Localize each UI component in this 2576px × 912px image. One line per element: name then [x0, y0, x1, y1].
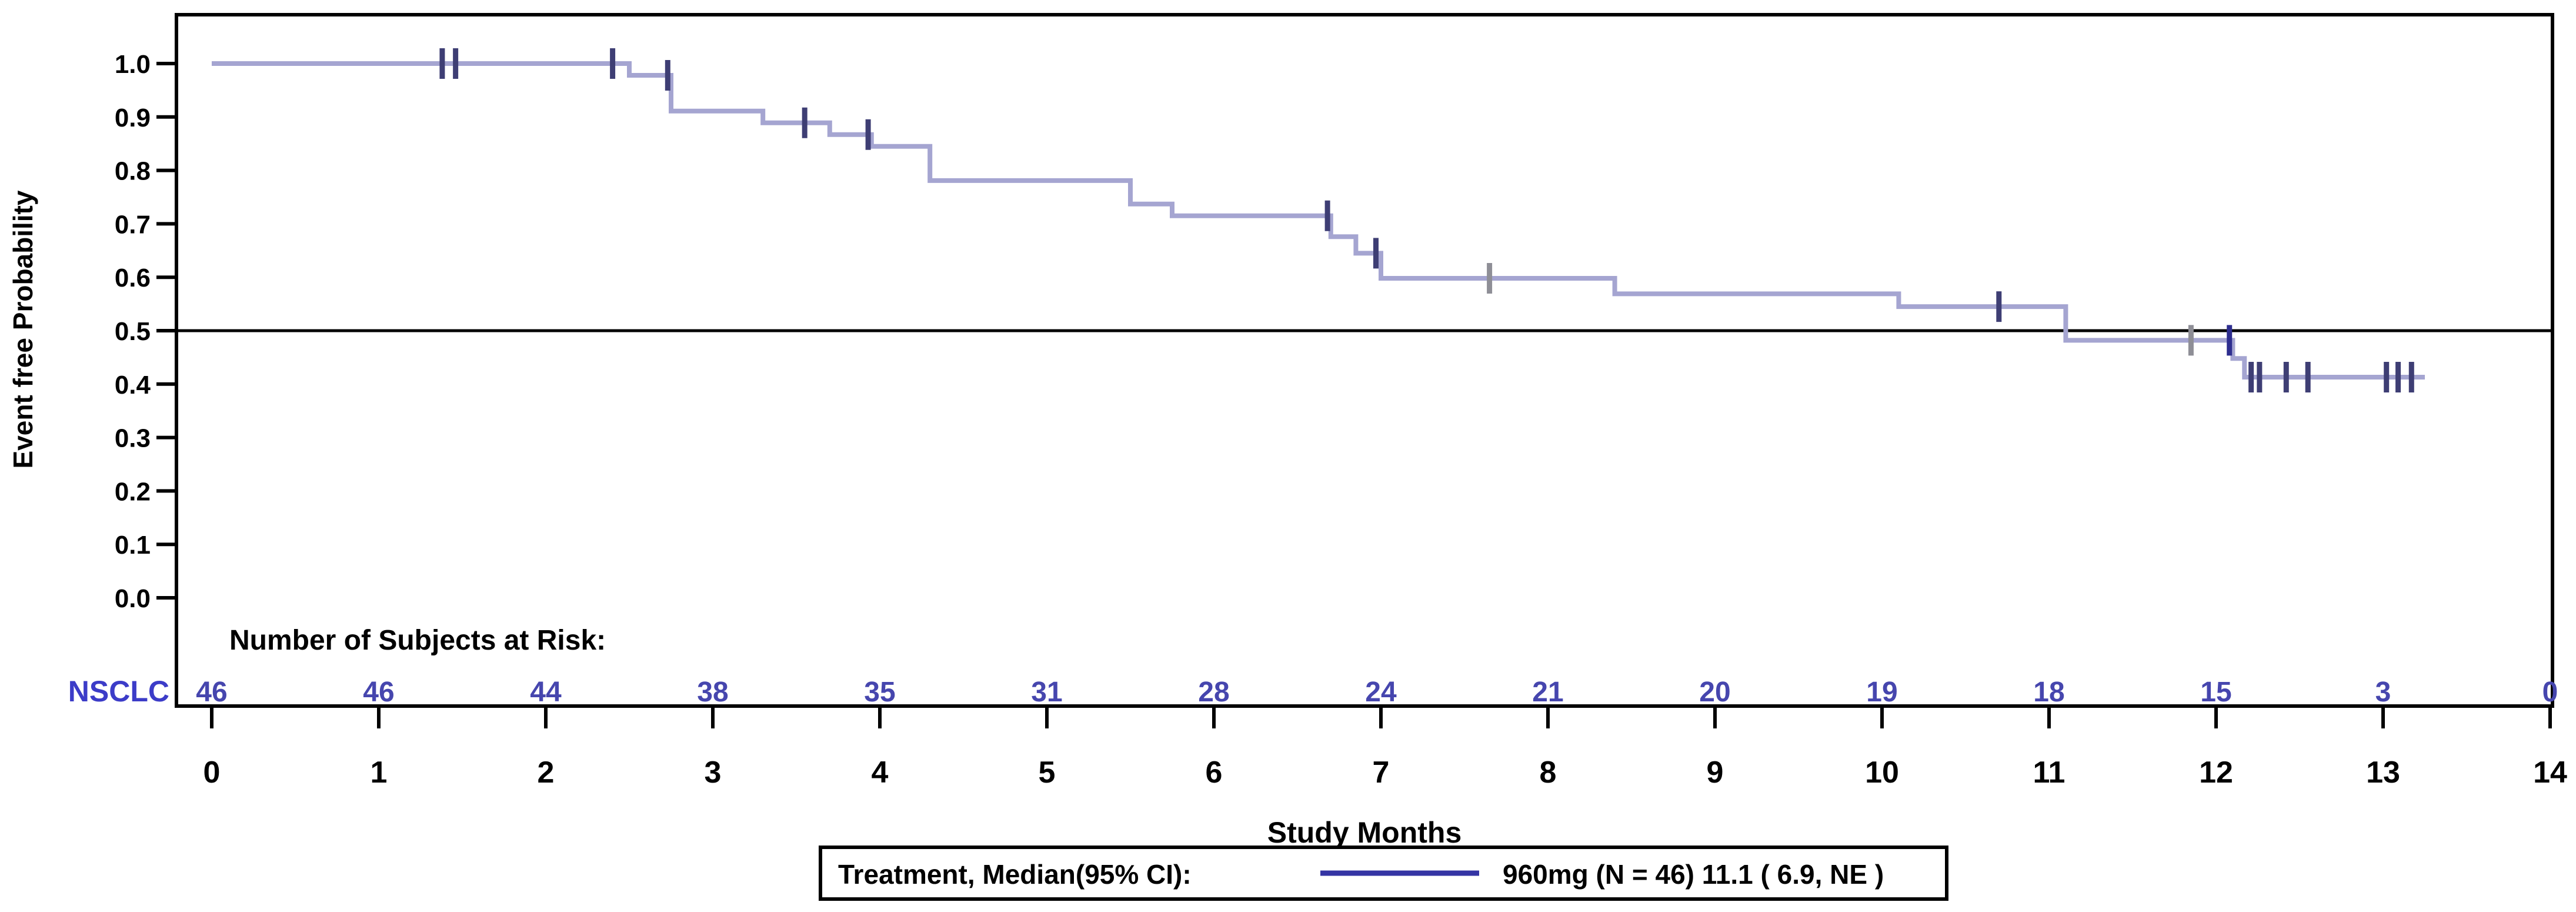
- y-axis-title: Event free Probability: [8, 190, 38, 468]
- x-tick-label: 7: [1373, 755, 1390, 790]
- at-risk-value: 46: [363, 677, 394, 708]
- y-tick-label: 0.1: [115, 531, 151, 560]
- x-tick-label: 3: [705, 755, 722, 790]
- at-risk-header: Number of Subjects at Risk:: [229, 625, 606, 656]
- x-tick-label: 6: [1206, 755, 1223, 790]
- at-risk-value: 19: [1866, 677, 1897, 708]
- at-risk-value: 20: [1699, 677, 1730, 708]
- y-tick-label: 0.9: [115, 104, 151, 132]
- x-tick-label: 2: [538, 755, 555, 790]
- legend: Treatment, Median(95% CI): 960mg (N = 46…: [819, 846, 1948, 901]
- at-risk-value: 24: [1365, 677, 1397, 708]
- x-axis-title: Study Months: [1267, 816, 1462, 849]
- plot-frame: [175, 13, 2554, 708]
- at-risk-value: 46: [196, 677, 227, 708]
- x-tick-label: 12: [2199, 755, 2233, 790]
- legend-entry-label: 960mg (N = 46) 11.1 ( 6.9, NE ): [1503, 859, 1884, 890]
- at-risk-row-label: NSCLC: [68, 675, 169, 708]
- km-curve-path: [212, 61, 2425, 380]
- y-tick-label: 0.2: [115, 477, 151, 506]
- at-risk-value: 0: [2542, 677, 2558, 708]
- at-risk-value: 44: [530, 677, 562, 708]
- censor-marks: [439, 48, 2414, 392]
- at-risk-value: 38: [697, 677, 728, 708]
- y-tick-label: 0.8: [115, 157, 151, 186]
- x-tick-label: 10: [1865, 755, 1899, 790]
- at-risk-value: 31: [1031, 677, 1062, 708]
- x-tick-label: 8: [1540, 755, 1557, 790]
- y-tick-label: 0.4: [115, 371, 151, 400]
- y-tick-label: 0.6: [115, 264, 151, 292]
- y-tick-label: 0.7: [115, 210, 151, 239]
- at-risk-values: 46 46 44 38 35 31 28 24 21 20 19 18 15 3 0: [196, 677, 2558, 708]
- x-tick-label: 14: [2533, 755, 2567, 790]
- legend-title: Treatment, Median(95% CI):: [838, 859, 1192, 890]
- x-tick-label: 9: [1707, 755, 1724, 790]
- at-risk-value: 15: [2200, 677, 2231, 708]
- y-tick-label: 0.0: [115, 584, 151, 613]
- x-tick-label: 13: [2366, 755, 2400, 790]
- y-tick-label: 0.5: [115, 317, 151, 346]
- y-tick-label: 1.0: [115, 50, 151, 79]
- x-tick-label: 1: [371, 755, 388, 790]
- x-tick-label: 11: [2033, 755, 2066, 790]
- x-axis-ticks: 0 1 2 3 4 5 6 7 8 9 10 11 12 13 14: [203, 706, 2567, 790]
- at-risk-value: 18: [2033, 677, 2064, 708]
- at-risk-value: 21: [1532, 677, 1563, 708]
- km-curve: [212, 61, 2425, 380]
- y-axis-ticks: 1.0 0.9 0.8 0.7 0.6 0.5 0.4 0.3 0.2 0.1 0.0: [115, 50, 176, 613]
- x-tick-label: 4: [872, 755, 889, 790]
- at-risk-value: 3: [2375, 677, 2391, 708]
- at-risk-value: 35: [864, 677, 895, 708]
- x-tick-label: 5: [1039, 755, 1056, 790]
- y-tick-label: 0.3: [115, 424, 151, 453]
- at-risk-value: 28: [1198, 677, 1229, 708]
- x-tick-label: 0: [203, 755, 221, 790]
